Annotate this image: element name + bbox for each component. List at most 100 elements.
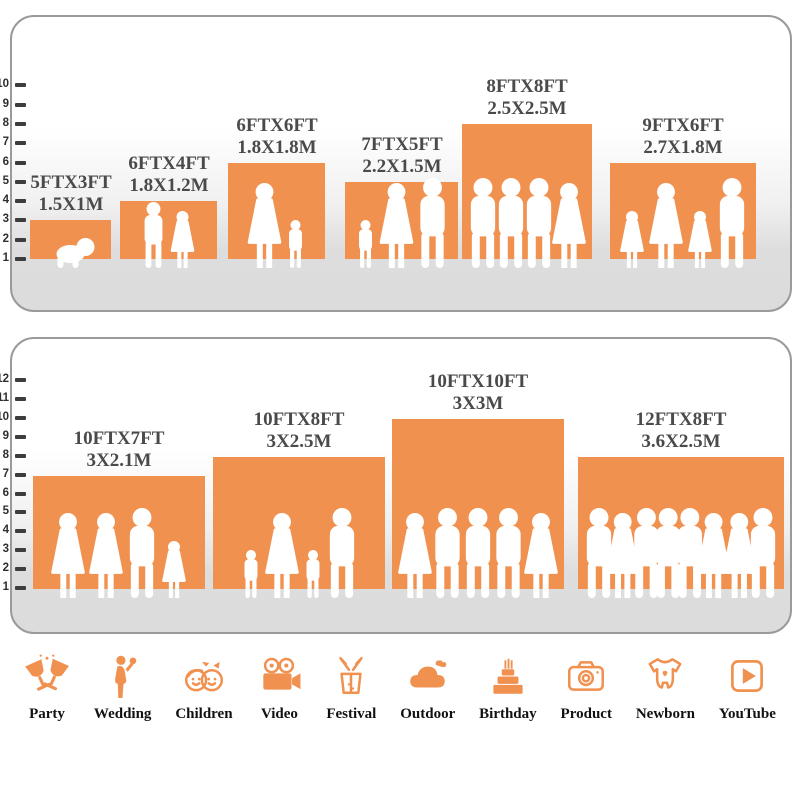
category-label: Outdoor [400, 706, 456, 722]
people-silhouette [470, 177, 586, 268]
ruler-number: 2 [2, 562, 9, 575]
ruler-number: 10 [0, 78, 9, 91]
backdrop-rect [610, 162, 756, 268]
people-silhouette [56, 237, 95, 268]
size-m-label: 2.7X1.8M [643, 137, 723, 158]
backdrop-rect [30, 220, 111, 268]
ruler-number: 12 [0, 373, 9, 386]
backdrop-rect [33, 475, 205, 598]
backdrop-size-label: 10FTX7FT 3X2.1M [74, 428, 165, 472]
ruler-tick [15, 472, 26, 477]
party-icon [25, 654, 69, 691]
people-silhouette [247, 183, 302, 268]
ruler-tick [15, 567, 26, 572]
category-label: Newborn [635, 706, 695, 722]
ruler-tick [15, 199, 26, 204]
ruler-tick [15, 237, 26, 242]
size-ft-label: 8FTX8FT [486, 76, 568, 97]
category-row: Party Wedding Children Video Festival Outdoor… [0, 653, 800, 723]
ruler-tick [15, 141, 26, 146]
ruler-number: 1 [2, 581, 9, 593]
size-ft-label: 9FTX6FT [642, 115, 724, 136]
backdrop-size-label: 5FTX3FT 1.5X1M [30, 172, 111, 216]
ruler-number: 8 [2, 116, 9, 129]
backdrop-size-label: 10FTX10FT 3X3M [428, 371, 528, 415]
category-label: Festival [326, 706, 377, 722]
ruler-number: 3 [2, 543, 9, 556]
size-m-label: 2.5X2.5M [487, 98, 567, 119]
ruler-number: 9 [2, 97, 9, 110]
backdrop-rect [345, 177, 458, 268]
ruler-tick [15, 586, 26, 590]
category-label: Wedding [93, 706, 152, 722]
ruler-number: 5 [2, 505, 9, 518]
size-m-label: 1.5X1M [38, 194, 104, 215]
backdrop-rect [213, 456, 385, 598]
size-ft-label: 10FTX7FT [73, 428, 165, 449]
category-label: YouTube [718, 706, 776, 722]
ruler-number: 7 [2, 136, 9, 149]
size-m-label: 3X3M [452, 393, 504, 414]
ruler-tick [15, 121, 26, 126]
ruler-tick [15, 434, 26, 439]
ruler-tick [15, 83, 26, 88]
product-icon [568, 661, 605, 691]
category-item: Newborn [636, 653, 695, 723]
size-m-label: 3.6X2.5M [641, 431, 721, 452]
size-ft-label: 7FTX5FT [361, 134, 443, 155]
backdrop-size-label: 12FTX8FT 3.6X2.5M [636, 409, 727, 453]
category-item: Video [256, 653, 302, 723]
size-ft-label: 6FTX6FT [236, 115, 318, 136]
size-ft-label: 10FTX10FT [427, 371, 529, 392]
category-label: Birthday [479, 706, 537, 722]
backdrop-rect [120, 201, 217, 268]
people-silhouette [144, 201, 195, 268]
backdrop-size-label: 9FTX6FT 2.7X1.8M [642, 115, 723, 159]
ruler-tick [15, 529, 26, 534]
ruler-tick [15, 415, 26, 420]
size-m-label: 1.8X1.8M [237, 137, 317, 158]
people-silhouette [244, 507, 355, 598]
ruler-number: 8 [2, 448, 9, 461]
category-label: Product [560, 706, 612, 722]
backdrop-size-label: 6FTX6FT 1.8X1.8M [236, 115, 317, 159]
ruler-number: 4 [2, 524, 9, 537]
category-item: Festival [326, 653, 376, 723]
category-item: Children [175, 653, 233, 723]
ruler-tick [15, 397, 26, 401]
backdrop-rect [392, 418, 564, 598]
category-label: Video [260, 706, 298, 722]
ruler-number: 4 [2, 194, 9, 207]
wedding-icon [114, 655, 136, 698]
ruler-tick [15, 257, 26, 261]
backdrop-rect [462, 123, 592, 268]
people-silhouette [586, 507, 776, 598]
category-label: Children [175, 706, 233, 722]
size-m-label: 3X2.1M [86, 450, 152, 471]
category-item: Product [561, 653, 612, 723]
backdrop-size-label: 6FTX4FT 1.8X1.2M [128, 153, 209, 197]
video-icon [263, 657, 301, 690]
ruler-tick [15, 160, 26, 165]
category-item: YouTube [719, 653, 776, 723]
backdrop-size-label: 8FTX8FT 2.5X2.5M [486, 76, 567, 120]
size-ft-label: 6FTX4FT [128, 153, 210, 174]
backdrop-size-label: 7FTX5FT 2.2X1.5M [361, 134, 442, 178]
ruler-tick [15, 491, 26, 496]
ruler-tick [15, 510, 26, 515]
people-silhouette [620, 178, 745, 268]
panel-medium-sizes: 12345678910111210FTX7FT3X2.1M10FTX8FT3X2… [0, 337, 792, 634]
category-item: Party [24, 653, 70, 723]
outdoor-icon [409, 660, 447, 688]
size-m-label: 1.8X1.2M [129, 175, 209, 196]
ruler-number: 11 [0, 392, 9, 404]
ruler-number: 10 [0, 410, 9, 423]
youtube-icon [731, 660, 764, 692]
backdrop-size-label: 10FTX8FT 3X2.5M [254, 409, 345, 453]
festival-icon [339, 656, 364, 694]
ruler-number: 2 [2, 232, 9, 245]
category-item: Birthday [479, 653, 537, 723]
children-icon [184, 661, 223, 692]
people-silhouette [51, 507, 186, 598]
